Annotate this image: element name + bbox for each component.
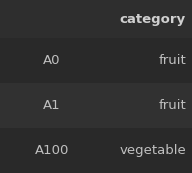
Text: A1: A1 xyxy=(43,99,61,112)
Text: vegetable: vegetable xyxy=(119,144,186,157)
Text: category: category xyxy=(120,12,186,25)
Text: fruit: fruit xyxy=(158,99,186,112)
Bar xyxy=(0,128,192,173)
Text: A100: A100 xyxy=(35,144,69,157)
Text: A0: A0 xyxy=(43,54,61,67)
Bar xyxy=(0,0,192,38)
Bar xyxy=(0,38,192,83)
Text: fruit: fruit xyxy=(158,54,186,67)
Bar xyxy=(0,83,192,128)
